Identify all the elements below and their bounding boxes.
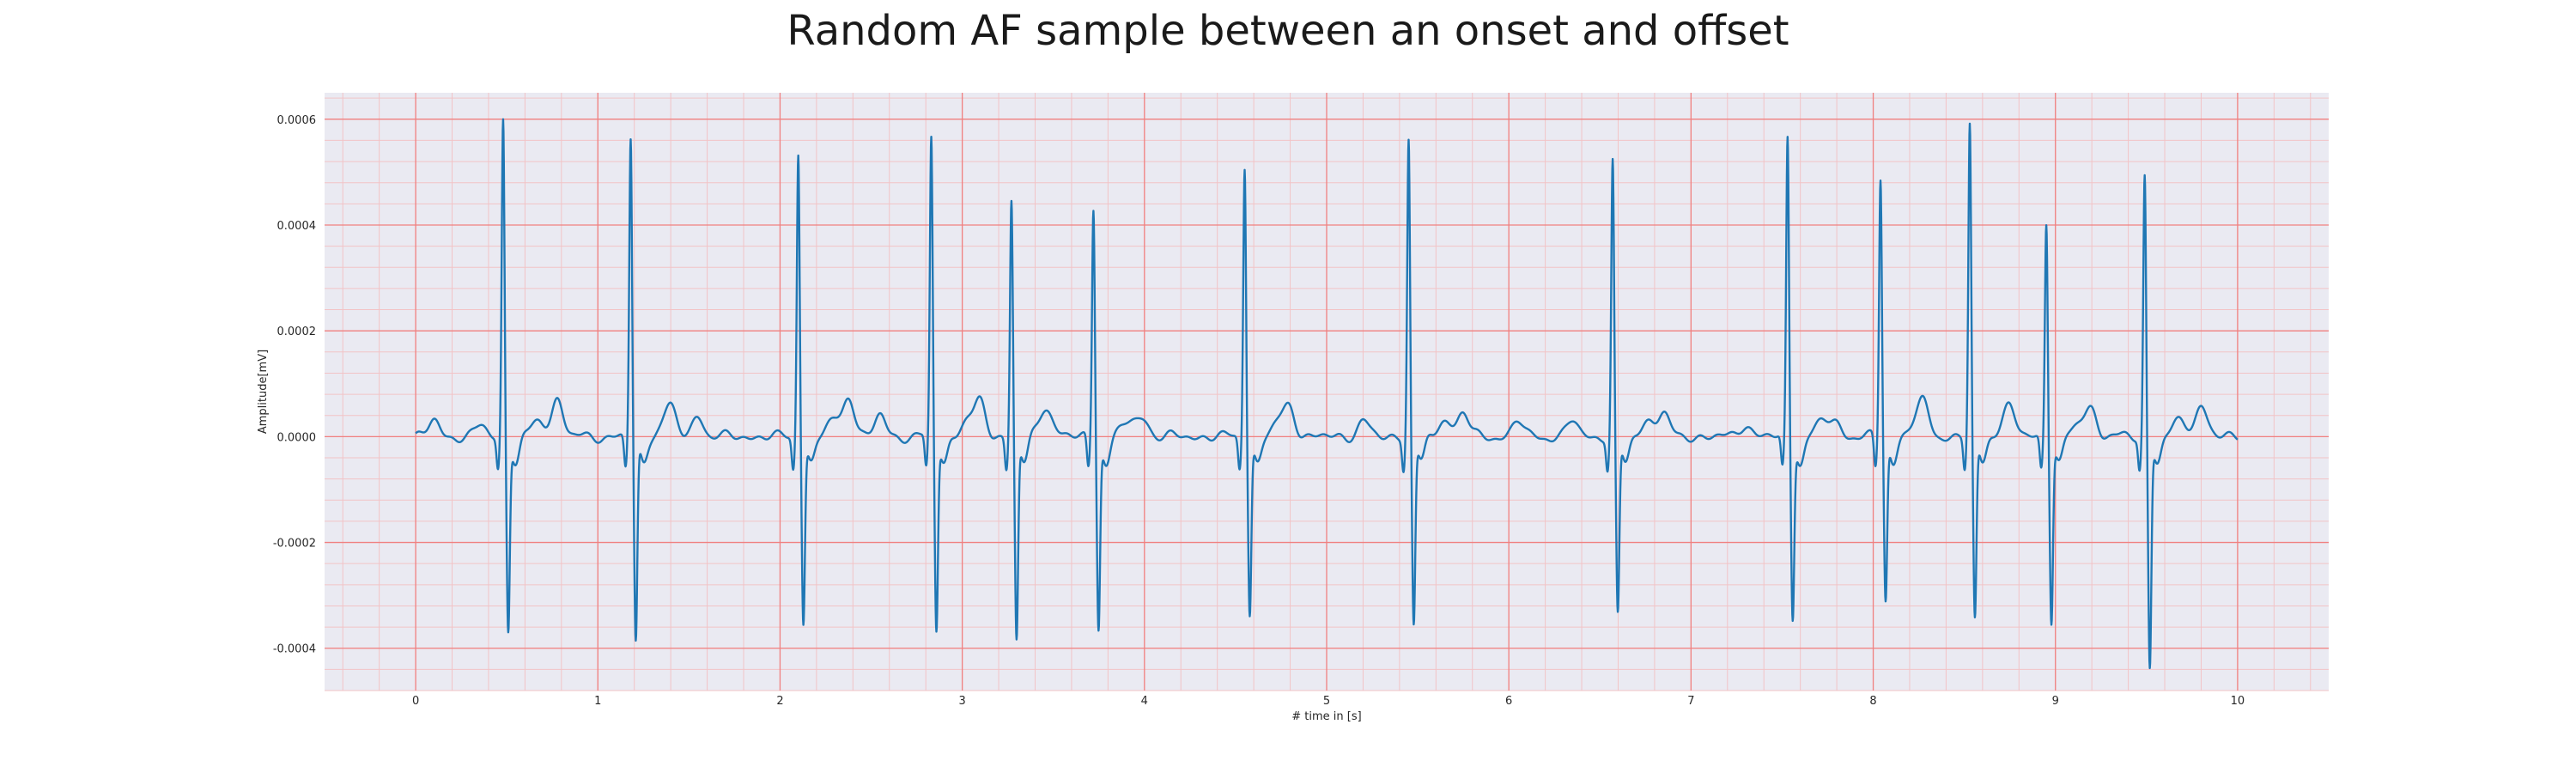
y-tick-label: -0.0002 [273, 538, 316, 551]
x-tick-label: 1 [594, 695, 601, 708]
chart-title: Random AF sample between an onset and of… [787, 7, 1789, 55]
x-tick-labels: 0 1 2 3 4 5 6 7 8 9 10 [412, 695, 2245, 708]
y-tick-label: -0.0004 [273, 643, 316, 656]
x-tick-label: 8 [1869, 695, 1876, 708]
x-tick-label: 2 [776, 695, 783, 708]
major-grid [325, 93, 2329, 691]
y-tick-label: 0.0000 [277, 431, 317, 444]
x-tick-label: 3 [958, 695, 965, 708]
y-axis-label: Amplitude[mV] [257, 350, 270, 434]
y-tick-label: 0.0004 [277, 220, 317, 233]
x-tick-label: 7 [1687, 695, 1694, 708]
x-tick-label: 5 [1323, 695, 1330, 708]
series-line-ecg [415, 118, 2239, 670]
x-tick-label: 6 [1505, 695, 1512, 708]
x-tick-label: 0 [412, 695, 419, 708]
x-tick-label: 10 [2231, 695, 2245, 708]
y-tick-label: 0.0002 [277, 326, 317, 338]
y-tick-label: 0.0006 [277, 114, 317, 127]
x-tick-label: 9 [2052, 695, 2059, 708]
x-tick-label: 4 [1141, 695, 1148, 708]
y-tick-labels: -0.0004 -0.0002 0.0000 0.0002 0.0004 0.0006 [273, 114, 316, 656]
x-axis-label: # time in [s] [1291, 710, 1361, 723]
